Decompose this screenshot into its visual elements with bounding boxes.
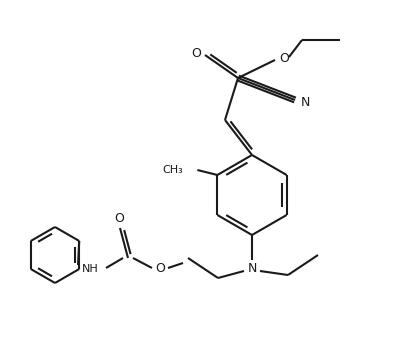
- Text: O: O: [155, 261, 165, 275]
- Text: O: O: [191, 46, 201, 60]
- Text: O: O: [279, 52, 289, 65]
- Text: N: N: [300, 96, 310, 108]
- Text: NH: NH: [82, 264, 98, 274]
- Text: O: O: [114, 213, 124, 226]
- Text: N: N: [247, 261, 256, 275]
- Text: CH₃: CH₃: [163, 165, 183, 175]
